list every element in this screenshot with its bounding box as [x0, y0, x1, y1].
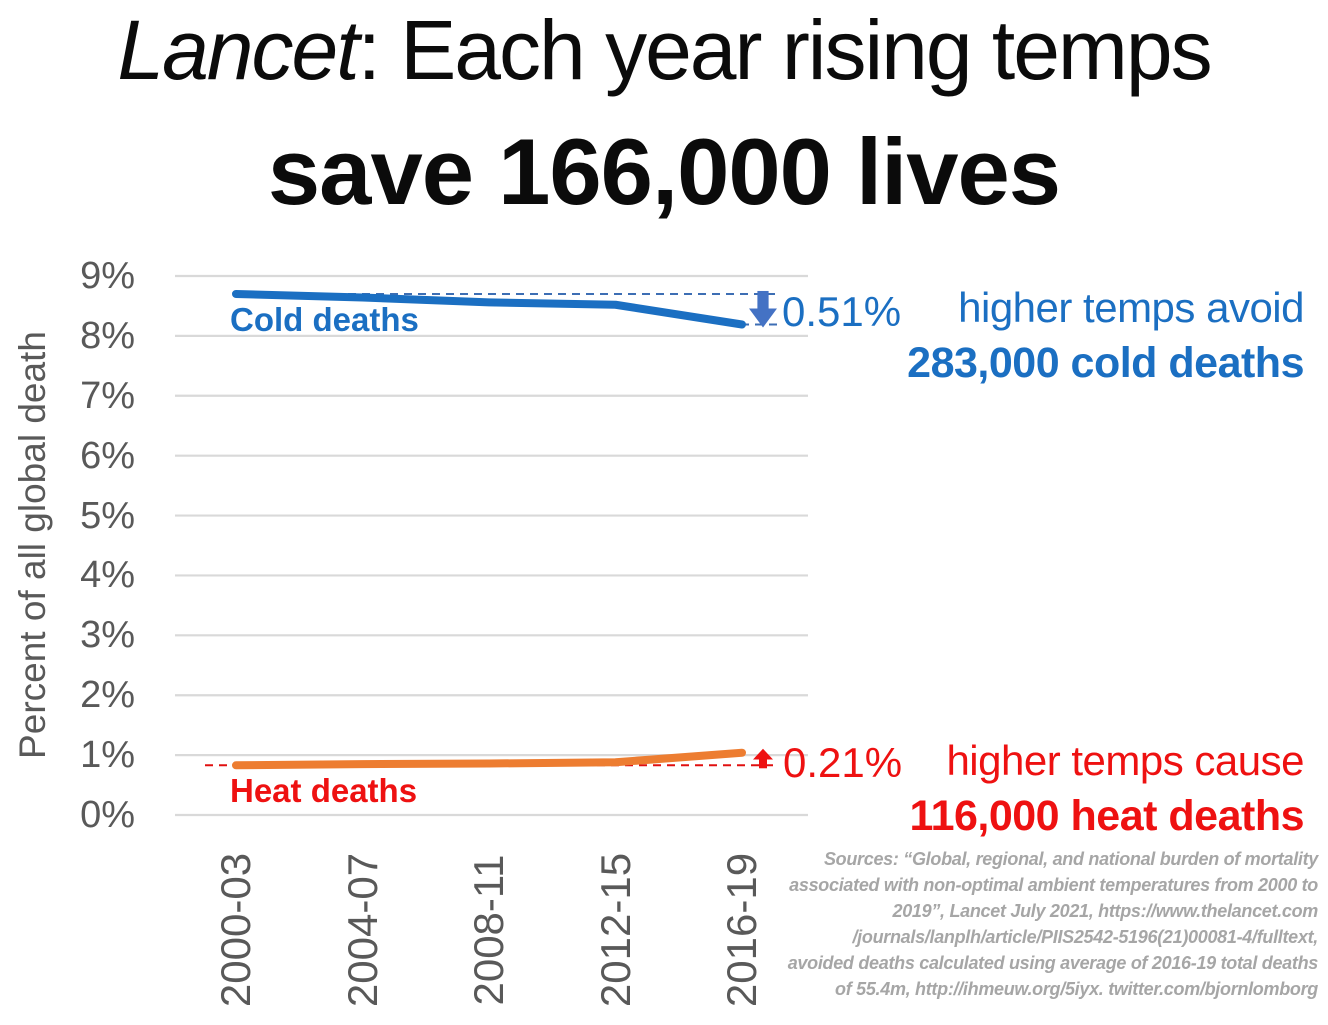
y-axis-tick-label: 4% [80, 554, 135, 597]
chart-title-line1: Lancet: Each year rising temps [0, 2, 1328, 99]
x-axis-tick-label: 2008-11 [465, 854, 512, 1006]
plot-area [175, 274, 808, 817]
chart-title-journal: Lancet [117, 3, 359, 97]
arrow-stem [757, 290, 769, 309]
x-axis-tick-label: 2016-19 [718, 852, 765, 1008]
y-axis-tick-label: 3% [80, 614, 135, 657]
series-label-cold-deaths: Cold deaths [230, 301, 419, 338]
heat-note-line2: 116,000 heat deaths [909, 792, 1305, 840]
cold-deaths-note: higher temps avoid 283,000 cold deaths [907, 284, 1304, 388]
x-axis-tick-label: 2012-15 [591, 852, 639, 1008]
heat-deaths-note: higher temps cause 116,000 heat deaths [909, 737, 1305, 841]
y-axis-tick-label: 9% [80, 254, 135, 297]
y-axis-tick-label: 7% [80, 374, 135, 417]
heat-increase-value: 0.21% [783, 739, 903, 786]
series-line [232, 748, 746, 770]
cold-note-line2: 283,000 cold deaths [907, 339, 1304, 387]
x-axis-tick-label: 2004-07 [338, 852, 386, 1008]
x-axis-tick-label: 2000-03 [212, 852, 259, 1008]
cold-decline-value: 0.51% [782, 288, 902, 335]
y-axis-tick-label: 6% [80, 434, 135, 477]
arrow-down-icon [749, 308, 777, 328]
arrow-stem [759, 759, 767, 769]
y-axis-tick-label: 1% [80, 734, 135, 777]
cold-note-line1: higher temps avoid [958, 284, 1304, 331]
series-line [232, 289, 746, 329]
sources-citation: Sources: “Global, regional, and national… [787, 849, 1319, 1000]
chart-title-rest: : Each year rising temps [357, 3, 1213, 97]
y-axis-tick-label: 0% [80, 794, 135, 836]
y-axis-tick-label: 5% [80, 494, 135, 537]
y-axis-tick-label: 2% [80, 674, 135, 717]
series-label-heat-deaths: Heat deaths [230, 772, 418, 809]
y-axis-tick-label: 8% [80, 314, 135, 357]
arrow-up-icon [753, 748, 773, 760]
heat-note-line1: higher temps cause [946, 737, 1304, 784]
chart-title-line2: save 166,000 lives [267, 119, 1061, 224]
